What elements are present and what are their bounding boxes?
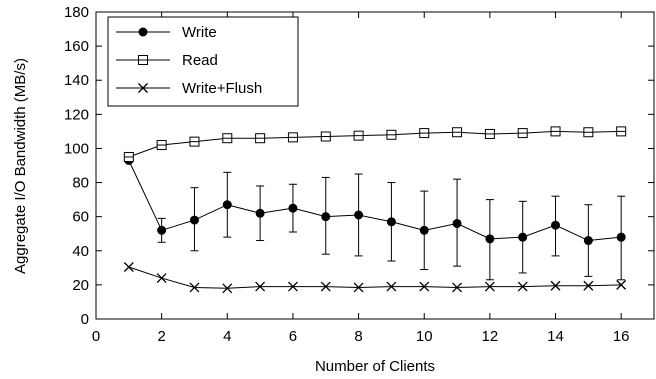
data-point <box>583 280 594 291</box>
data-point <box>616 232 626 242</box>
y-tick-label: 140 <box>64 72 89 89</box>
data-point <box>255 281 266 292</box>
legend-entries: Write Read Write+Flush <box>116 24 262 97</box>
data-point <box>550 280 561 291</box>
series-layer <box>123 126 627 294</box>
legend-entry: Write+Flush <box>116 80 262 97</box>
plot-frame <box>95 11 655 320</box>
x-tick-label: 0 <box>92 328 100 345</box>
legend-entry: Read <box>116 52 218 69</box>
data-point <box>157 225 167 235</box>
data-point <box>484 128 495 139</box>
data-point <box>123 151 134 162</box>
legend-label: Write+Flush <box>182 80 262 97</box>
legend-label: Write <box>182 24 217 41</box>
data-point <box>189 215 199 225</box>
y-tick-label: 180 <box>64 4 89 21</box>
data-point <box>518 232 528 242</box>
x-tick-label: 2 <box>157 328 165 345</box>
series-line <box>128 160 622 242</box>
data-point <box>550 126 561 137</box>
y-tick-label: 160 <box>64 38 89 55</box>
data-point <box>255 133 266 144</box>
x-tick-label: 8 <box>354 328 362 345</box>
legend-marker <box>138 83 148 93</box>
data-point <box>583 236 593 246</box>
data-point <box>287 132 298 143</box>
x-tick-label: 4 <box>223 328 231 345</box>
series-write <box>124 155 626 281</box>
data-point <box>321 212 331 222</box>
data-point <box>583 127 594 138</box>
data-point <box>320 281 331 292</box>
series-line <box>128 266 622 289</box>
y-tick-label: 20 <box>72 277 89 294</box>
legend: Write Read Write+Flush <box>107 16 299 107</box>
y-tick-label: 100 <box>64 140 89 157</box>
data-point <box>353 282 364 293</box>
x-tick-label: 6 <box>289 328 297 345</box>
x-tick-label: 14 <box>547 328 564 345</box>
data-point <box>288 203 298 213</box>
data-point <box>452 127 463 138</box>
x-tick-label: 10 <box>416 328 433 345</box>
legend-label: Read <box>182 52 218 69</box>
data-point <box>189 136 200 147</box>
x-axis-title: Number of Clients <box>315 358 435 375</box>
data-point <box>123 262 134 272</box>
x-tick-label: 16 <box>613 328 630 345</box>
legend-marker <box>138 27 148 37</box>
data-point <box>353 130 364 141</box>
data-point <box>616 126 627 137</box>
data-point <box>255 208 265 218</box>
data-point <box>156 140 167 151</box>
data-point <box>189 282 200 293</box>
data-point <box>386 217 396 227</box>
y-tick-label: 40 <box>72 243 89 260</box>
data-point <box>484 281 495 292</box>
data-point <box>386 281 397 292</box>
data-point <box>386 129 397 140</box>
data-point <box>222 283 233 294</box>
y-axis-title: Aggregate I/O Bandwidth (MB/s) <box>12 58 29 274</box>
legend-entry: Write <box>116 24 217 41</box>
data-point <box>419 128 430 139</box>
data-point <box>551 220 561 230</box>
data-point <box>452 282 463 293</box>
data-point <box>517 128 528 139</box>
x-tick-label: 12 <box>482 328 499 345</box>
data-point <box>156 273 167 284</box>
data-point <box>517 281 528 292</box>
legend-marker <box>138 55 148 65</box>
series-read <box>123 126 627 162</box>
data-point <box>287 281 298 292</box>
data-point <box>222 133 233 144</box>
y-tick-label: 0 <box>81 311 89 328</box>
data-point <box>452 218 462 228</box>
data-point <box>419 281 430 292</box>
data-point <box>354 210 364 220</box>
y-tick-label: 80 <box>72 175 89 192</box>
data-point <box>485 234 495 244</box>
series-line <box>128 130 622 158</box>
y-tick-label: 60 <box>72 209 89 226</box>
data-point <box>616 279 627 290</box>
y-tick-label: 120 <box>64 106 89 123</box>
data-point <box>419 225 429 235</box>
data-point <box>222 200 232 210</box>
data-point <box>320 131 331 142</box>
series-write-flush <box>123 262 627 294</box>
